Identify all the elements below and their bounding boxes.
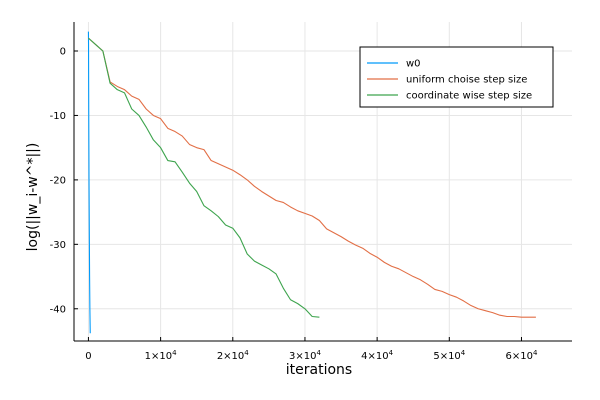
x-tick-label: 3×104	[289, 349, 321, 362]
y-tick-label: -10	[50, 111, 66, 122]
tick-labels: 0 1×104 2×104 3×104 4×104 5×104 6×104 0 -10 -20 -3…	[50, 47, 538, 363]
x-tick-label: 0	[85, 351, 91, 362]
y-tick-label: -40	[50, 304, 66, 315]
legend-label-2: uniform choise step size	[406, 75, 527, 86]
legend: w0 uniform choise step size coordinate wis…	[359, 46, 554, 108]
x-axis-label: iterations	[286, 362, 352, 378]
series-line-2	[88, 37, 536, 318]
legend-box	[359, 46, 554, 108]
x-tick-label: 6×104	[506, 349, 538, 362]
legend-label-1: w0	[406, 59, 421, 70]
series-line-1	[87, 31, 91, 334]
x-tick-label: 5×104	[433, 349, 465, 362]
x-tick-label: 1×104	[145, 349, 177, 362]
y-tick-label: 0	[60, 47, 66, 58]
x-tick-label: 2×104	[217, 349, 249, 362]
axes	[73, 22, 572, 342]
y-tick-label: -30	[50, 240, 66, 251]
series-lines	[87, 31, 536, 334]
series-line-3	[88, 37, 320, 318]
y-axis-label: log(||w_i-w^*||)	[25, 143, 41, 252]
legend-label-3: coordinate wise step size	[406, 91, 532, 102]
x-tick-label: 4×104	[361, 349, 393, 362]
y-tick-label: -20	[50, 175, 66, 186]
